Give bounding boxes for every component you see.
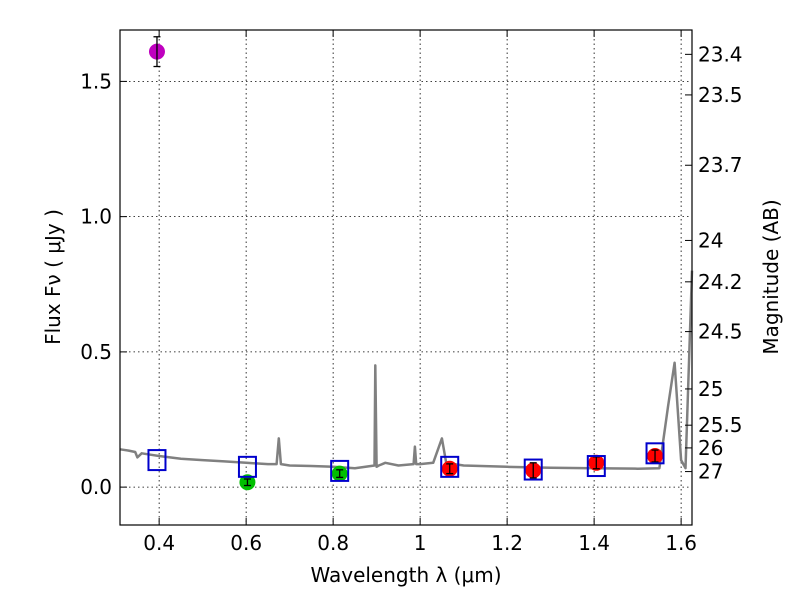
model-points-layer	[147, 442, 665, 482]
model-point-square	[147, 449, 167, 472]
magnitude-tick-label: 23.7	[698, 153, 743, 177]
magnitude-tick-label: 23.4	[698, 42, 743, 66]
x-tick-label: 0.4	[143, 531, 175, 555]
model-point-square	[330, 459, 350, 482]
model-point-square	[523, 458, 543, 481]
plot-frame	[119, 29, 693, 526]
grid-lines	[120, 30, 692, 525]
x-tick-label: 1	[414, 531, 427, 555]
magnitude-tick-label: 24	[698, 228, 723, 252]
model-point-square	[645, 442, 665, 465]
y-axis-label: Flux Fν ( μJy )	[41, 209, 65, 345]
y-tick-label: 0.5	[80, 340, 112, 364]
x-tick-label: 0.6	[230, 531, 262, 555]
y-tick-label: 1.5	[80, 69, 112, 93]
magnitude-tick-label: 25	[698, 377, 723, 401]
model-point-square	[586, 455, 606, 478]
y-ticks: 0.0 0.5 1.0 1.5	[80, 69, 127, 499]
x-tick-label: 1.4	[578, 531, 610, 555]
x-ticks: 0.4 0.6 0.8 1 1.2 1.4 1.6	[143, 30, 697, 555]
magnitude-tick-label: 24.2	[698, 270, 743, 294]
plot-area	[120, 30, 692, 525]
magnitude-tick-label: 26	[698, 436, 723, 460]
y2-axis-label: Magnitude (AB)	[759, 199, 783, 354]
y-tick-label: 1.0	[80, 205, 112, 229]
x-tick-label: 1.2	[491, 531, 523, 555]
model-point-square	[440, 455, 460, 478]
x-axis-label: Wavelength λ (μm)	[310, 563, 501, 587]
magnitude-tick-label: 24.5	[698, 320, 743, 344]
model-point-square	[237, 455, 257, 478]
magnitude-tick-label: 25.5	[698, 413, 743, 437]
magnitude-tick-label: 27	[698, 460, 723, 484]
magnitude-tick-label: 23.5	[698, 83, 743, 107]
x-tick-label: 1.6	[665, 531, 697, 555]
x-tick-label: 0.8	[317, 531, 349, 555]
y-tick-label: 0.0	[80, 475, 112, 499]
